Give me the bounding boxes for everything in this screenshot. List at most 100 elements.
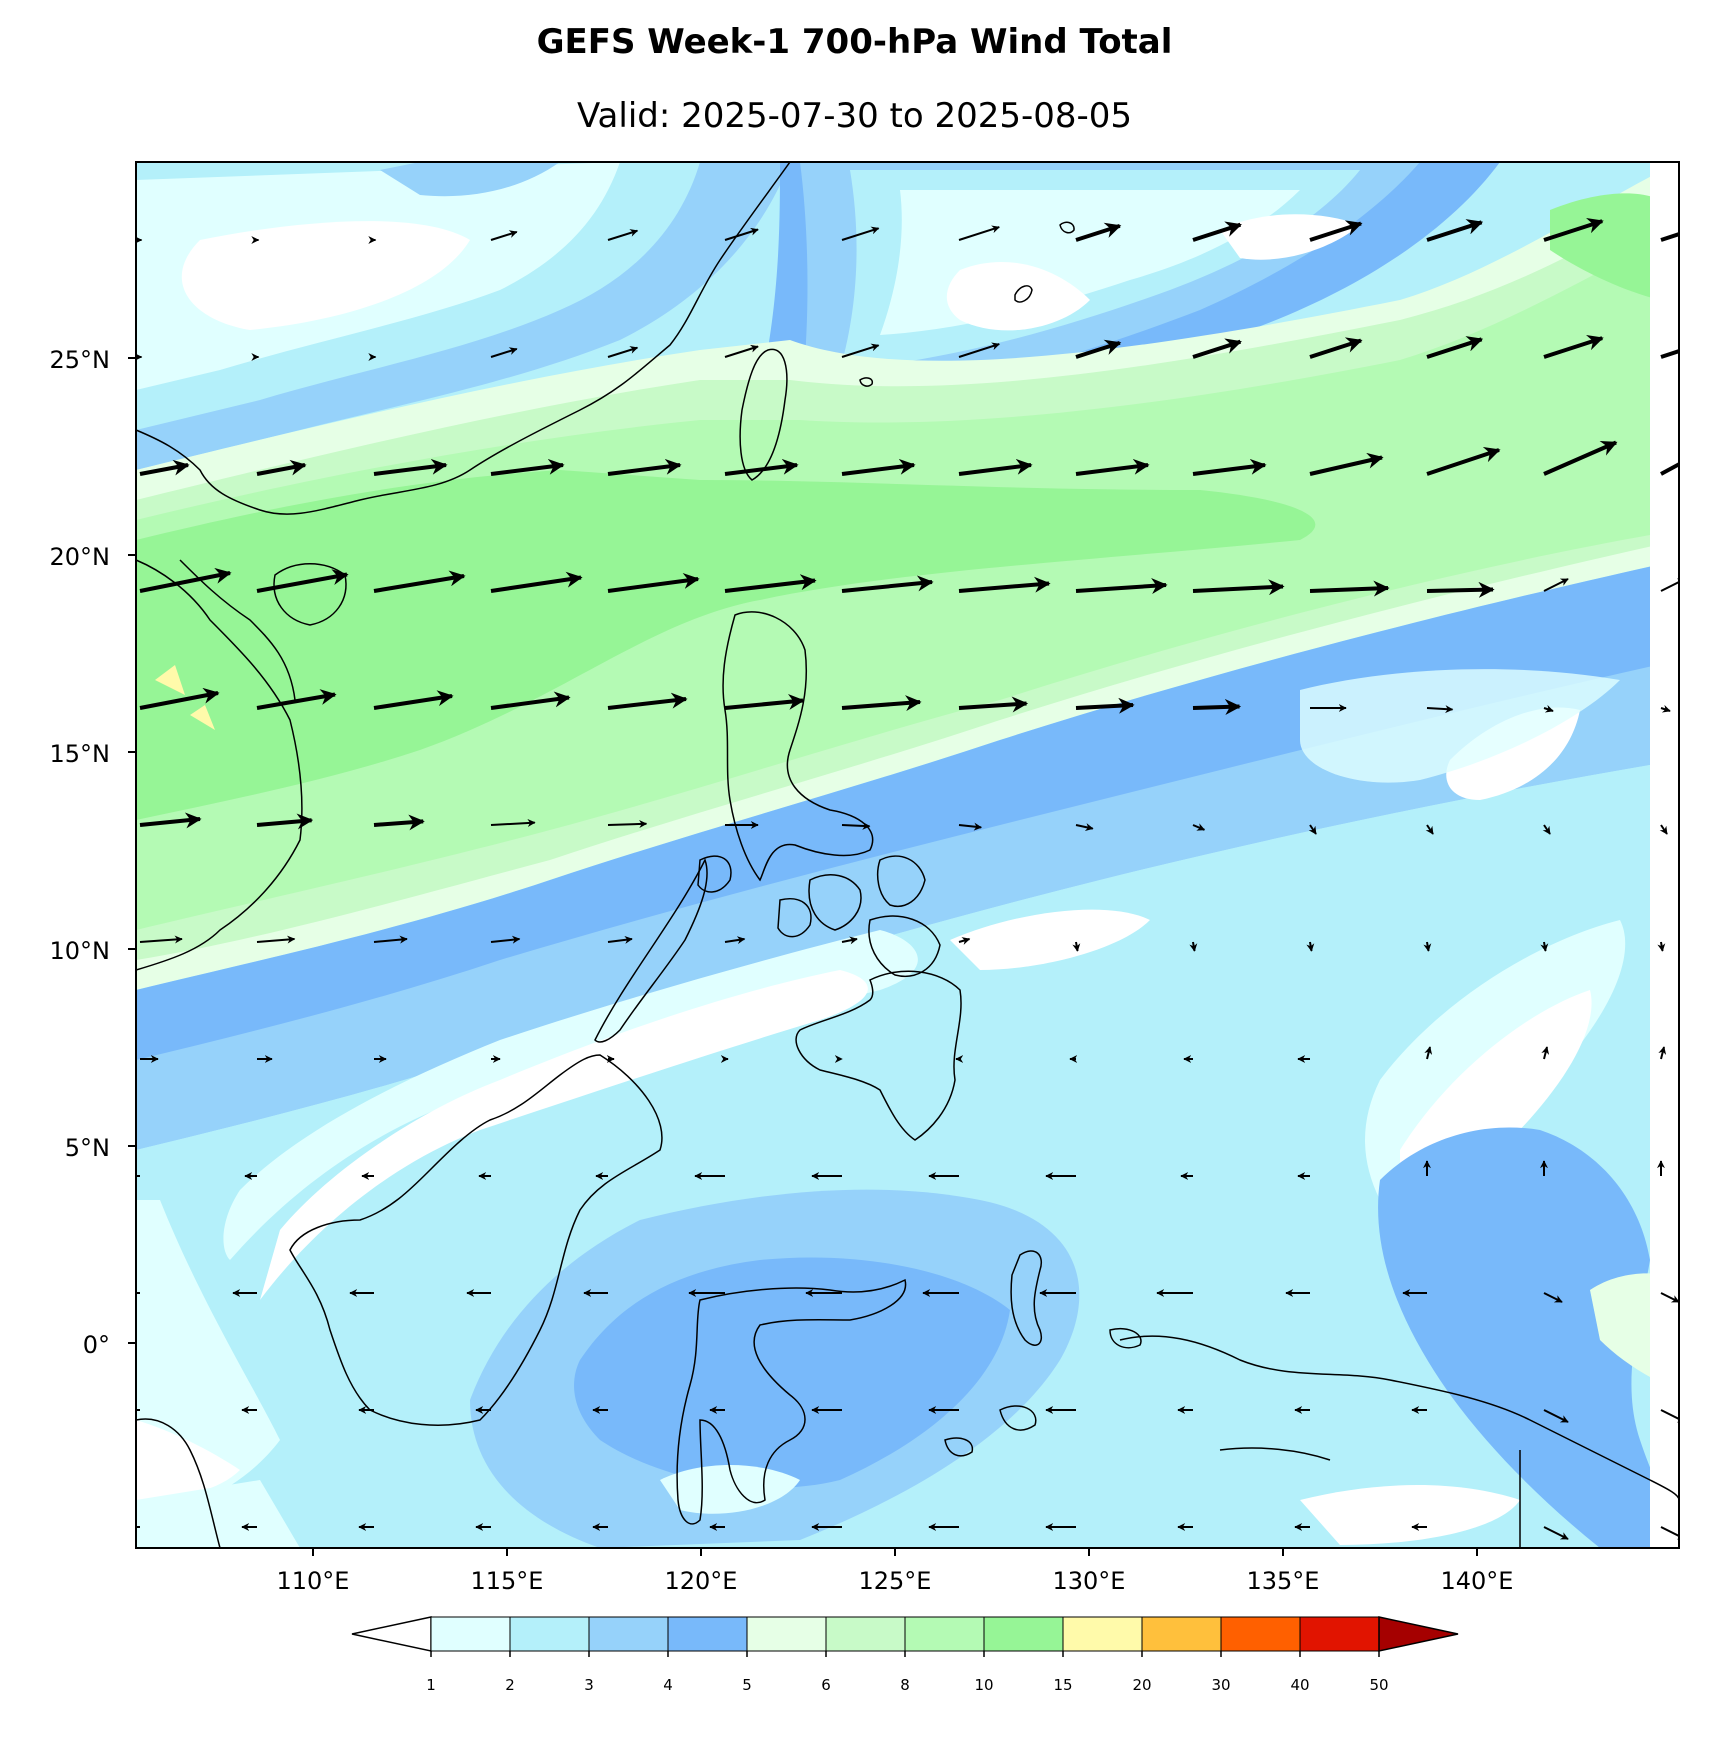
wind-vector-arrow bbox=[1309, 452, 1384, 476]
colorbar-label: 40 bbox=[1290, 1676, 1310, 1694]
wind-vector-arrow bbox=[958, 342, 1000, 358]
colorbar-swatch bbox=[1062, 1616, 1143, 1652]
lon-label-135e: 135°E bbox=[1246, 1567, 1320, 1595]
wind-vector-arrow bbox=[490, 571, 583, 593]
plot-frame bbox=[135, 161, 1680, 1549]
wind-vector-arrow bbox=[1308, 824, 1317, 835]
wind-vector-arrow bbox=[1660, 1409, 1679, 1423]
colorbar-over-extension bbox=[1378, 1616, 1459, 1652]
wind-vector-arrow bbox=[724, 344, 759, 358]
colorbar-swatch bbox=[509, 1616, 590, 1652]
lon-label-130e: 130°E bbox=[1052, 1567, 1126, 1595]
wind-vector-arrow bbox=[1426, 336, 1484, 359]
colorbar-swatch bbox=[746, 1616, 827, 1652]
wind-vector-arrow bbox=[256, 689, 337, 710]
wind-vector-arrow bbox=[1192, 221, 1242, 242]
wind-vector-arrow bbox=[724, 458, 799, 476]
wind-vector-arrow bbox=[1075, 222, 1122, 242]
wind-vector-arrow bbox=[1543, 1526, 1569, 1540]
colorbar-swatch bbox=[1299, 1616, 1380, 1652]
chart-title: GEFS Week-1 700-hPa Wind Total bbox=[536, 22, 1173, 62]
lon-label-110e: 110°E bbox=[276, 1567, 350, 1595]
wind-vector-arrow bbox=[1659, 824, 1668, 835]
wind-vector-arrow bbox=[1657, 941, 1666, 952]
wind-vector-arrow bbox=[1660, 704, 1671, 713]
colorbar-label: 5 bbox=[742, 1676, 752, 1694]
colorbar-label: 6 bbox=[821, 1676, 831, 1694]
colorbar-under-extension bbox=[351, 1616, 432, 1652]
wind-vector-arrow bbox=[607, 692, 688, 710]
lat-label-0: 0° bbox=[82, 1331, 110, 1359]
wind-vector-arrow bbox=[1660, 1292, 1679, 1303]
wind-vector-arrow bbox=[1424, 1046, 1433, 1060]
wind-vector-arrow bbox=[1309, 337, 1363, 359]
wind-vector-arrow bbox=[490, 935, 521, 944]
wind-vector-arrow bbox=[841, 575, 934, 593]
colorbar-swatch bbox=[430, 1616, 511, 1652]
wind-vector-arrow bbox=[256, 935, 296, 944]
wind-vector-arrow bbox=[958, 696, 1029, 713]
wind-vectors bbox=[136, 217, 1679, 1540]
wind-vector-arrow bbox=[607, 346, 639, 358]
wind-vector-arrow bbox=[139, 687, 220, 710]
colorbar-label: 4 bbox=[663, 1676, 673, 1694]
lon-label-115e: 115°E bbox=[470, 1567, 544, 1595]
colorbar bbox=[351, 1616, 1459, 1657]
wind-vector-arrow bbox=[373, 570, 466, 593]
lat-label-20n: 20°N bbox=[49, 543, 111, 571]
lon-label-140e: 140°E bbox=[1440, 1567, 1514, 1595]
colorbar-swatch bbox=[904, 1616, 985, 1652]
lat-label-25n: 25°N bbox=[49, 346, 111, 374]
wind-vector-arrow bbox=[1072, 941, 1081, 952]
wind-vector-arrow bbox=[1543, 440, 1618, 476]
wind-vector-arrow bbox=[1192, 698, 1242, 715]
wind-vector-arrow bbox=[958, 225, 1000, 241]
wind-vector-arrow bbox=[841, 226, 880, 241]
colorbar-label: 30 bbox=[1211, 1676, 1231, 1694]
lat-label-5n: 5°N bbox=[64, 1134, 110, 1162]
wind-vector-arrow bbox=[607, 935, 633, 944]
wind-vector-arrow bbox=[841, 458, 916, 476]
wind-vector-arrow bbox=[607, 820, 648, 829]
wind-vector-arrow bbox=[490, 347, 518, 358]
colorbar-label: 2 bbox=[505, 1676, 515, 1694]
colorbar-swatch bbox=[588, 1616, 669, 1652]
wind-vector-arrow bbox=[1075, 697, 1135, 714]
wind-vector-arrow bbox=[607, 458, 682, 476]
wind-vector-arrow bbox=[1192, 823, 1206, 831]
colorbar-swatch bbox=[1141, 1616, 1222, 1652]
wind-vector-arrow bbox=[724, 227, 759, 241]
wind-vector-arrow bbox=[1075, 823, 1094, 832]
wind-vector-arrow bbox=[1660, 1526, 1679, 1540]
colorbar-label: 20 bbox=[1132, 1676, 1152, 1694]
colorbar-label: 15 bbox=[1053, 1676, 1073, 1694]
coastlines bbox=[136, 162, 1679, 1548]
wind-vector-arrow bbox=[1075, 458, 1150, 476]
wind-vector-arrow bbox=[256, 813, 314, 830]
chart-subtitle: Valid: 2025-07-30 to 2025-08-05 bbox=[576, 96, 1133, 136]
wind-vector-arrow bbox=[490, 230, 518, 241]
wind-vector-arrow bbox=[1075, 339, 1122, 359]
wind-vector-arrow bbox=[1543, 1292, 1563, 1303]
wind-vector-arrow bbox=[958, 822, 982, 831]
wind-vector-arrow bbox=[1543, 704, 1554, 713]
wind-vector-arrow bbox=[1306, 941, 1315, 952]
wind-vector-arrow bbox=[1426, 581, 1495, 598]
wind-vector-arrow bbox=[1543, 334, 1604, 359]
wind-vector-arrow bbox=[607, 572, 700, 593]
wind-vector-arrow bbox=[373, 935, 408, 944]
axis-ticks bbox=[128, 357, 1478, 1556]
wind-vector-arrow bbox=[958, 937, 971, 945]
wind-vector-arrow bbox=[1543, 1409, 1569, 1423]
wind-vector-arrow bbox=[1540, 941, 1549, 952]
wind-vector-arrow bbox=[958, 576, 1051, 593]
wind-vector-arrow bbox=[1192, 458, 1267, 476]
wind-vector-arrow bbox=[1426, 446, 1501, 476]
lat-label-15n: 15°N bbox=[49, 740, 111, 768]
lon-label-125e: 125°E bbox=[858, 1567, 932, 1595]
wind-vector-arrow bbox=[724, 574, 817, 593]
colorbar-swatch bbox=[1220, 1616, 1301, 1652]
wind-vector-arrow bbox=[958, 458, 1033, 476]
wind-vector-arrow bbox=[1425, 824, 1434, 835]
